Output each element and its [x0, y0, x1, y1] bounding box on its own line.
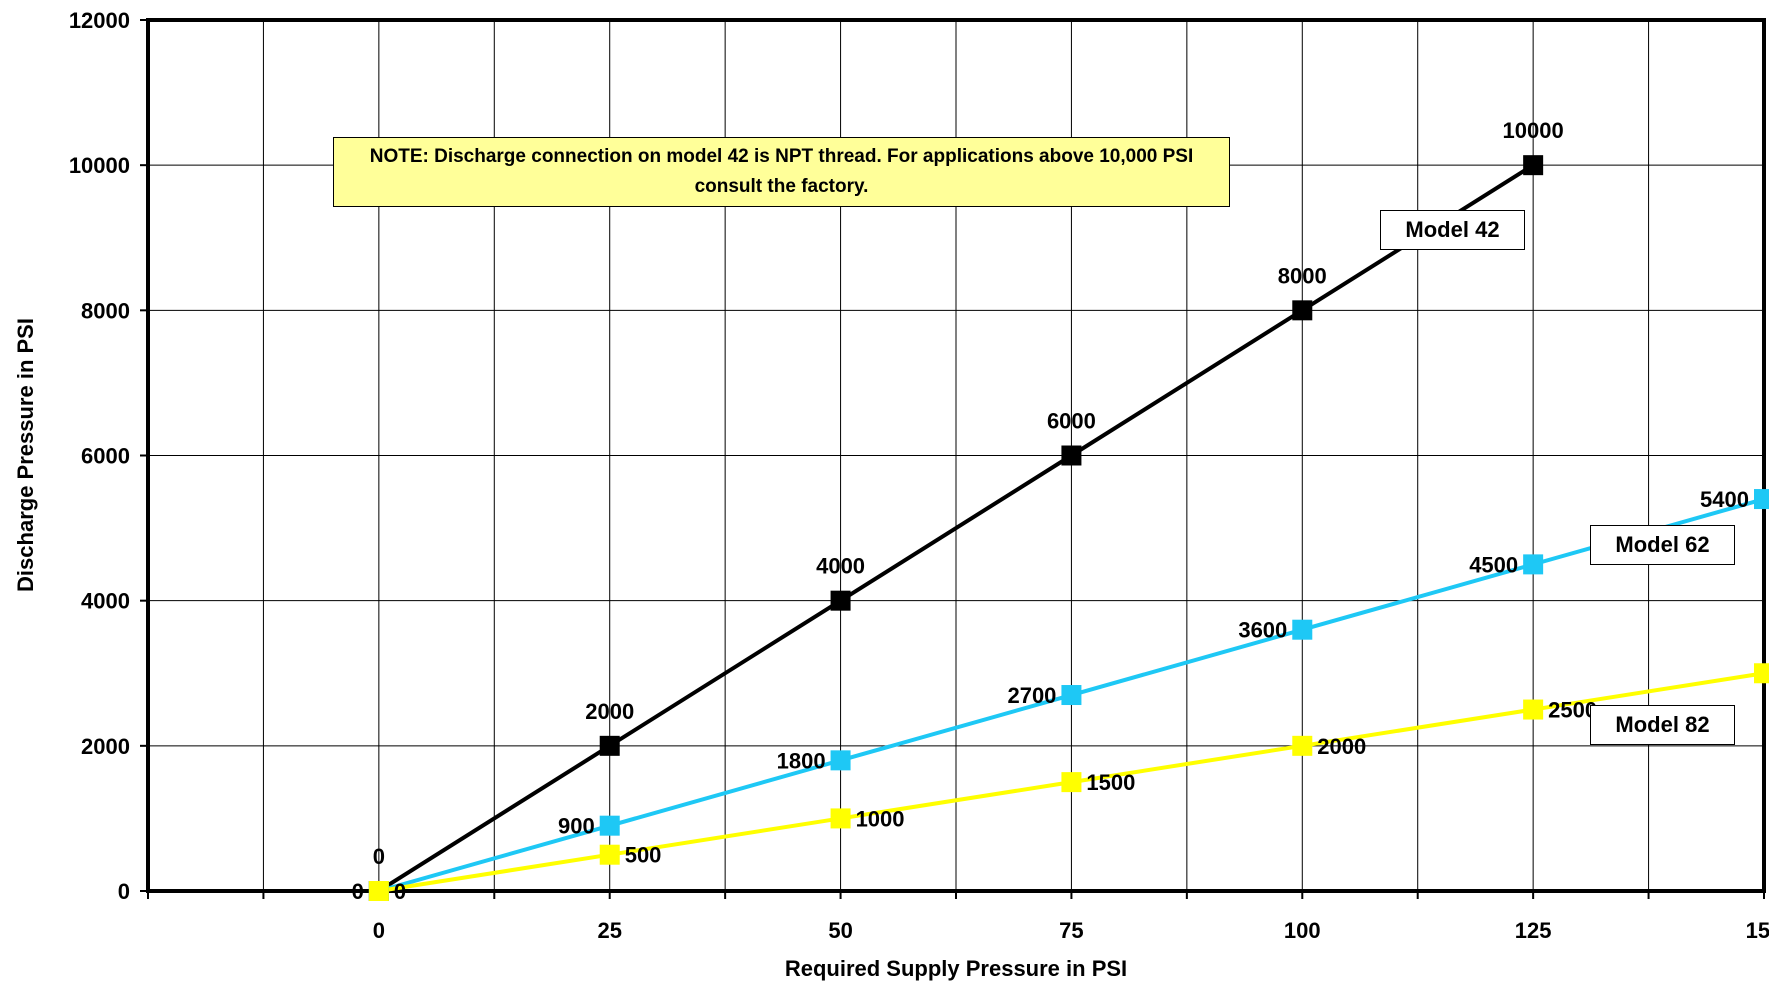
x-tick-label: 125: [1515, 918, 1552, 943]
series-group: [368, 155, 1769, 901]
x-axis-title: Required Supply Pressure in PSI: [785, 956, 1127, 981]
data-label: 0: [373, 844, 385, 869]
y-axis-title: Discharge Pressure in PSI: [13, 318, 38, 592]
y-tick-label: 4000: [81, 589, 130, 614]
data-point-marker: [1061, 445, 1082, 466]
data-label: 6000: [1047, 409, 1096, 434]
data-label: 3600: [1238, 618, 1287, 643]
series-label-model-62: Model 62: [1590, 525, 1735, 565]
data-label: 1500: [1086, 770, 1135, 795]
x-tick-label: 50: [828, 918, 852, 943]
data-labels: 0200040006000800010000090018002700360045…: [352, 118, 1749, 904]
y-axis-ticks: 0 2000 4000 6000 8000 10000 12000: [69, 8, 148, 904]
data-point-marker: [1754, 663, 1769, 684]
data-point-marker: [368, 881, 389, 901]
y-tick-label: 6000: [81, 444, 130, 469]
y-tick-label: 0: [118, 879, 130, 904]
series-label-model-82: Model 82: [1590, 705, 1735, 745]
data-point-marker: [830, 590, 851, 611]
data-point-marker: [1523, 155, 1544, 176]
data-point-marker: [1061, 685, 1082, 706]
data-label: 0: [394, 879, 406, 904]
data-label: 1800: [777, 748, 826, 773]
x-tick-label: 100: [1284, 918, 1321, 943]
note-box: NOTE: Discharge connection on model 42 i…: [333, 137, 1230, 207]
data-label: 5400: [1700, 487, 1749, 512]
data-label: 4500: [1469, 552, 1518, 577]
data-point-marker: [830, 808, 851, 829]
x-tick-label: 75: [1059, 918, 1083, 943]
y-tick-label: 10000: [69, 153, 130, 178]
x-tick-label: 0: [373, 918, 385, 943]
data-label: 1000: [856, 806, 905, 831]
data-point-marker: [1754, 489, 1769, 510]
data-label: 900: [558, 814, 595, 839]
data-label: 2500: [1548, 698, 1597, 723]
y-tick-label: 8000: [81, 298, 130, 323]
data-label: 10000: [1503, 118, 1564, 143]
data-point-marker: [1292, 619, 1313, 640]
data-label: 2700: [1007, 683, 1056, 708]
data-point-marker: [599, 735, 620, 756]
series-line: [377, 163, 1535, 893]
data-label: 2000: [585, 699, 634, 724]
data-label: 2000: [1317, 734, 1366, 759]
y-tick-label: 2000: [81, 734, 130, 759]
data-point-marker: [1292, 735, 1313, 756]
data-point-marker: [599, 844, 620, 865]
data-label: 0: [352, 879, 364, 904]
y-tick-label: 12000: [69, 8, 130, 33]
data-point-marker: [599, 815, 620, 836]
x-axis-ticks: 0 25 50 75 100 125 150: [147, 891, 1769, 943]
data-point-marker: [1523, 554, 1544, 575]
data-label: 8000: [1278, 263, 1327, 288]
data-point-marker: [1523, 699, 1544, 720]
x-tick-label: 150: [1746, 918, 1769, 943]
series-label-model-42: Model 42: [1380, 210, 1525, 250]
data-label: 4000: [816, 554, 865, 579]
data-label: 500: [625, 843, 662, 868]
data-point-marker: [830, 750, 851, 771]
data-point-marker: [1061, 772, 1082, 793]
x-tick-label: 25: [597, 918, 621, 943]
data-point-marker: [1292, 300, 1313, 321]
